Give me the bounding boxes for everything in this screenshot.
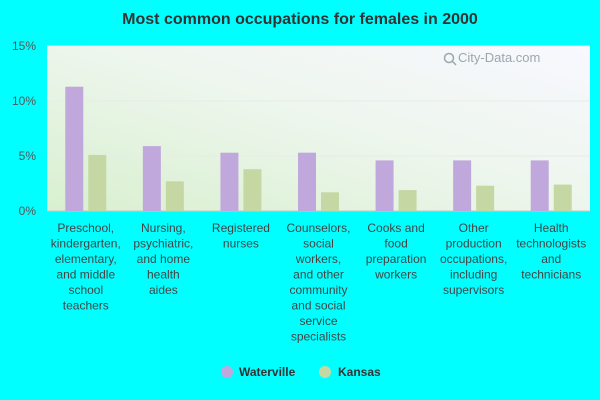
- category-label-line: workers,: [295, 252, 341, 266]
- category-label-line: elementary,: [55, 252, 117, 266]
- bars: [65, 86, 572, 211]
- bar-kansas-6: [553, 184, 572, 211]
- watermark-text: City-Data.com: [458, 50, 540, 65]
- category-label-line: food: [384, 237, 407, 251]
- magnifier-handle: [451, 60, 457, 66]
- category-label-line: service: [299, 314, 337, 328]
- y-tick-label: 10%: [12, 94, 36, 108]
- category-labels: Preschool, kindergarten, elementary, and mi…: [51, 221, 586, 344]
- category-label-line: health: [147, 268, 180, 282]
- category-label-line: Nursing,: [141, 221, 186, 235]
- legend: Waterville Kansas: [221, 365, 381, 379]
- bar-waterville-5: [453, 160, 472, 211]
- bar-kansas-4: [398, 190, 417, 211]
- category-label-line: and social: [291, 299, 345, 313]
- bar-waterville-3: [298, 152, 316, 211]
- chart-title: Most common occupations for females in 2…: [122, 11, 478, 28]
- bar-kansas-0: [88, 154, 107, 211]
- bar-kansas-3: [321, 192, 339, 211]
- category-label-line: school: [68, 283, 103, 297]
- category-label-line: Counselors,: [286, 221, 350, 235]
- plot-area: [47, 46, 590, 211]
- category-label-line: and other: [293, 268, 344, 282]
- category-label: Registered nurses: [212, 221, 270, 251]
- category-label: Other production occupations, including supe…: [440, 221, 507, 297]
- magnifier-icon: [443, 52, 455, 64]
- category-label-line: and: [541, 252, 561, 266]
- category-label: Nursing, psychiatric, and home health aides: [133, 221, 193, 297]
- watermark: City-Data.com: [443, 50, 540, 66]
- category-label: Health technologists and technicians: [516, 221, 586, 282]
- legend-swatch-kansas: [319, 366, 331, 378]
- category-label-line: occupations,: [440, 252, 507, 266]
- category-label-line: supervisors: [443, 283, 504, 297]
- bar-waterville-6: [530, 160, 549, 211]
- category-label-line: community: [289, 283, 347, 297]
- legend-label-waterville: Waterville: [239, 365, 296, 379]
- category-label-line: production: [446, 237, 502, 251]
- category-label-line: preparation: [366, 252, 427, 266]
- category-label-line: nurses: [223, 237, 259, 251]
- category-label-line: including: [450, 268, 497, 282]
- category-label-line: technicians: [521, 268, 581, 282]
- category-label-line: psychiatric,: [133, 237, 193, 251]
- bar-kansas-1: [165, 181, 184, 211]
- y-tick-label: 5%: [19, 149, 37, 163]
- category-label-line: Other: [459, 221, 489, 235]
- category-label: Cooks and food preparation workers: [366, 221, 427, 282]
- legend-label-kansas: Kansas: [338, 365, 381, 379]
- category-label-line: and home: [137, 252, 191, 266]
- category-label-line: Registered: [212, 221, 270, 235]
- category-label-line: and middle: [56, 268, 115, 282]
- y-tick-label: 15%: [12, 39, 36, 53]
- y-axis-ticks: 0% 5% 10% 15%: [12, 39, 36, 218]
- category-label-line: social: [303, 237, 334, 251]
- bar-waterville-4: [375, 160, 394, 211]
- gridlines: [47, 45, 590, 212]
- category-label-line: workers: [374, 268, 417, 282]
- bar-kansas-2: [243, 169, 262, 211]
- bar-waterville-2: [220, 152, 239, 211]
- category-label-line: teachers: [63, 299, 109, 313]
- category-label: Preschool, kindergarten, elementary, and mi…: [51, 221, 121, 313]
- bar-kansas-5: [476, 185, 495, 211]
- legend-swatch-waterville: [221, 366, 233, 378]
- category-label-line: aides: [149, 283, 178, 297]
- category-label-line: Health: [534, 221, 569, 235]
- category-label-line: kindergarten,: [51, 237, 121, 251]
- y-tick-label: 0%: [19, 204, 37, 218]
- category-label-line: specialists: [291, 330, 346, 344]
- bar-waterville-0: [65, 86, 84, 211]
- bar-waterville-1: [142, 146, 161, 211]
- category-label: Counselors, social workers, and other commun…: [286, 221, 350, 344]
- category-label-line: technologists: [516, 237, 586, 251]
- category-label-line: Cooks and: [367, 221, 424, 235]
- category-label-line: Preschool,: [57, 221, 114, 235]
